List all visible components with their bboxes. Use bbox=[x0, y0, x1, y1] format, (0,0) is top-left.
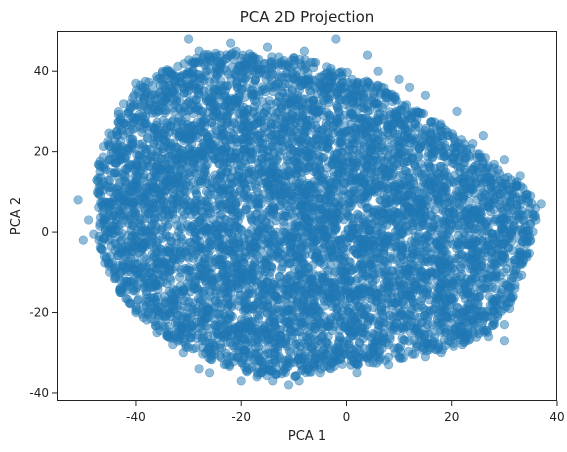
data-point bbox=[446, 175, 456, 185]
data-point bbox=[191, 189, 201, 199]
data-point bbox=[325, 260, 335, 270]
data-point bbox=[199, 155, 209, 165]
data-point bbox=[393, 224, 403, 235]
data-points bbox=[73, 34, 546, 390]
data-point bbox=[374, 181, 384, 191]
data-point bbox=[286, 347, 296, 357]
data-point bbox=[439, 171, 449, 181]
data-point bbox=[194, 70, 204, 80]
data-point bbox=[171, 214, 181, 224]
data-point bbox=[140, 76, 150, 86]
data-point bbox=[397, 244, 407, 255]
chart-title: PCA 2D Projection bbox=[240, 8, 375, 26]
data-point bbox=[363, 91, 373, 101]
data-point bbox=[341, 127, 352, 137]
data-point bbox=[464, 169, 474, 179]
data-point bbox=[300, 60, 311, 70]
data-point bbox=[241, 193, 251, 203]
data-point bbox=[279, 212, 289, 222]
data-point bbox=[209, 190, 220, 200]
data-point bbox=[194, 316, 205, 327]
data-point bbox=[209, 76, 219, 86]
data-point bbox=[280, 337, 291, 347]
data-point bbox=[388, 254, 398, 264]
data-point bbox=[287, 84, 297, 94]
data-point bbox=[228, 48, 238, 58]
data-point bbox=[447, 153, 457, 163]
data-point bbox=[396, 280, 406, 290]
data-point bbox=[254, 310, 264, 320]
data-point bbox=[166, 275, 176, 286]
data-point bbox=[130, 143, 140, 154]
data-point bbox=[308, 62, 319, 73]
data-point bbox=[487, 282, 497, 293]
data-point bbox=[121, 293, 131, 304]
data-point bbox=[459, 227, 469, 237]
data-point bbox=[504, 232, 514, 242]
plot-area bbox=[57, 31, 557, 401]
data-point bbox=[261, 344, 271, 354]
data-point bbox=[275, 272, 285, 282]
data-point bbox=[210, 254, 220, 264]
